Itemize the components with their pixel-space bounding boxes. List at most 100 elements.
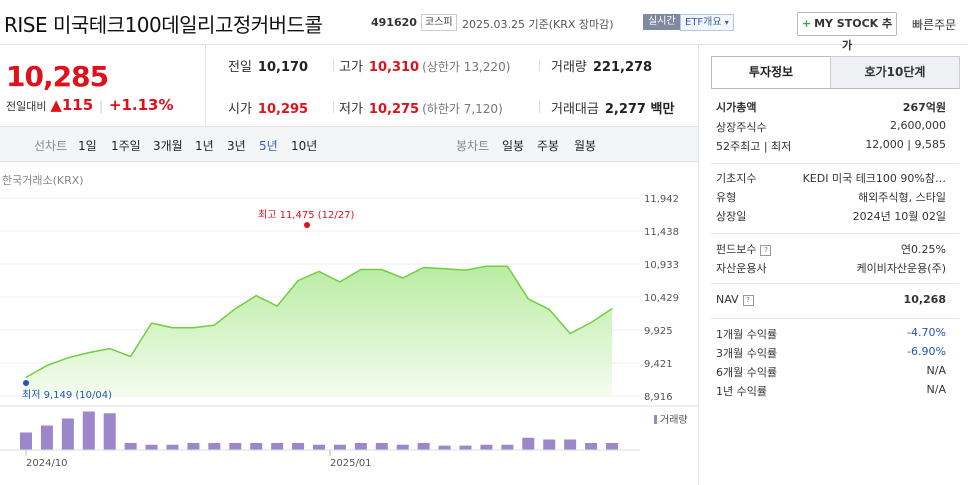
info-row: 52주최고 | 최저 12,000 | 9,585 xyxy=(716,138,946,156)
change-percent: +1.13% xyxy=(108,96,174,114)
volume-bar xyxy=(459,445,472,450)
period-1d[interactable]: 1일 xyxy=(78,139,97,153)
data-point xyxy=(318,270,320,272)
tab-orderbook[interactable]: 호가10단계 xyxy=(830,56,960,89)
volume-legend-label: 거래량 xyxy=(660,414,688,426)
info-value: 267억원 xyxy=(902,101,946,114)
realtime-badge[interactable]: 실시간 xyxy=(643,14,681,30)
data-point xyxy=(339,281,341,283)
price-change: 전일대비 ▲115 | +1.13% xyxy=(6,96,173,114)
stat-label: 거래량 xyxy=(551,60,587,75)
data-point xyxy=(423,266,425,268)
data-point xyxy=(213,324,215,326)
volume-bar xyxy=(61,418,74,450)
lower-limit: (하한가 7,120) xyxy=(422,102,503,116)
info-value: 케이비자산운용(주) xyxy=(856,262,946,275)
period-3y[interactable]: 3년 xyxy=(227,139,246,153)
info-label: 시가총액 xyxy=(716,101,757,114)
data-point xyxy=(234,308,236,310)
chevron-down-icon: ▾ xyxy=(724,18,729,27)
period-1y[interactable]: 1년 xyxy=(195,139,214,153)
period-3m[interactable]: 3개월 xyxy=(153,139,183,153)
up-triangle-icon: ▲ xyxy=(50,96,62,114)
volume-legend-swatch xyxy=(654,415,657,424)
volume-bar xyxy=(585,443,598,450)
info-row: NAV? 10,268 xyxy=(716,293,946,311)
info-label: 유형 xyxy=(716,191,737,204)
divider xyxy=(711,283,959,284)
info-label: 52주최고 | 최저 xyxy=(716,140,792,153)
volume-bar xyxy=(333,444,346,450)
quick-order-link[interactable]: 빠른주문 xyxy=(912,18,957,32)
volume-bar xyxy=(438,445,451,450)
high-marker xyxy=(304,222,310,228)
info-value: N/A xyxy=(926,364,946,377)
info-row: 시가총액 267억원 xyxy=(716,99,946,117)
info-value: N/A xyxy=(926,383,946,396)
tab-invest-info[interactable]: 투자정보 xyxy=(711,56,831,88)
volume-bar xyxy=(82,411,95,450)
price-box: 10,285 전일대비 ▲115 | +1.13% xyxy=(0,44,206,127)
divider xyxy=(333,101,334,113)
data-point xyxy=(444,268,446,270)
period-10y[interactable]: 10년 xyxy=(291,139,318,153)
chart-source: 한국거래소(KRX) xyxy=(2,174,84,187)
y-tick-label: 11,942 xyxy=(644,194,679,205)
info-value: 연0.25% xyxy=(900,243,946,256)
data-point xyxy=(46,365,48,367)
info-value: 해외주식형, 스타일 xyxy=(858,191,946,204)
volume-bar xyxy=(187,443,200,450)
help-icon[interactable]: ? xyxy=(760,244,772,256)
info-row: 기초지수 KEDI 미국 테크100 90%참… xyxy=(716,170,946,188)
divider xyxy=(711,88,959,89)
plus-icon: + xyxy=(801,17,812,30)
stat-label: 전일 xyxy=(228,60,252,75)
area-fill xyxy=(26,266,612,396)
candle-daily[interactable]: 일봉 xyxy=(502,139,525,153)
candle-weekly[interactable]: 주봉 xyxy=(537,139,560,153)
info-value: 2,600,000 xyxy=(890,119,946,132)
period-tabs: 선차트 1일 1주일 3개월 1년 3년 5년 10년 봉차트 일봉 주봉 월봉 xyxy=(0,127,698,162)
etf-overview-label: ETF개요 xyxy=(685,17,722,28)
volume-bar xyxy=(396,444,409,450)
volume-bar xyxy=(543,439,556,450)
stat-amount: 거래대금 2,277 백만 xyxy=(551,98,674,117)
divider xyxy=(333,59,334,71)
candle-monthly[interactable]: 월봉 xyxy=(574,139,597,153)
market-badge: 코스피 xyxy=(421,14,457,31)
data-point xyxy=(548,308,550,310)
period-1w[interactable]: 1주일 xyxy=(111,139,141,153)
help-icon[interactable]: ? xyxy=(742,294,754,306)
stat-value: 10,310 xyxy=(368,60,420,75)
stat-value: 10,170 xyxy=(257,60,309,75)
data-point xyxy=(590,321,592,323)
etf-overview-dropdown[interactable]: ETF개요 ▾ xyxy=(680,14,734,31)
y-tick-label: 9,925 xyxy=(644,326,673,337)
info-label: 1년 수익률 xyxy=(716,385,767,398)
mystock-add-button[interactable]: + MY STOCK 추가 xyxy=(797,12,897,52)
info-row: 상장일 2024년 10월 02일 xyxy=(716,208,946,226)
volume-bar xyxy=(103,413,116,450)
data-point xyxy=(130,355,132,357)
divider xyxy=(539,59,540,71)
x-tick-label: 2024/10 xyxy=(26,458,68,469)
info-label: 6개월 수익률 xyxy=(716,366,778,379)
info-label: 3개월 수익률 xyxy=(716,347,778,360)
data-point xyxy=(276,305,278,307)
stat-volume: 거래량 221,278 xyxy=(551,56,652,75)
info-row: 펀드보수? 연0.25% xyxy=(716,241,946,259)
volume-bar xyxy=(250,443,263,450)
price-chart: 11,942 11,438 10,933 10,429 9,925 9,421 8,916 최… xyxy=(0,194,698,469)
info-label: 기초지수 xyxy=(716,172,757,185)
data-point xyxy=(611,308,613,310)
period-5y[interactable]: 5년 xyxy=(259,139,278,153)
stat-label: 거래대금 xyxy=(551,102,599,117)
change-label: 전일대비 xyxy=(6,100,47,113)
info-row: 1개월 수익률 -4.70% xyxy=(716,326,946,344)
quote-date: 2025.03.25 기준(KRX 장마감) xyxy=(462,18,614,31)
data-point xyxy=(88,352,90,354)
info-row: 1년 수익률 N/A xyxy=(716,383,946,401)
volume-bar xyxy=(375,443,388,450)
stat-value: 10,275 xyxy=(368,102,420,117)
data-point xyxy=(151,322,153,324)
